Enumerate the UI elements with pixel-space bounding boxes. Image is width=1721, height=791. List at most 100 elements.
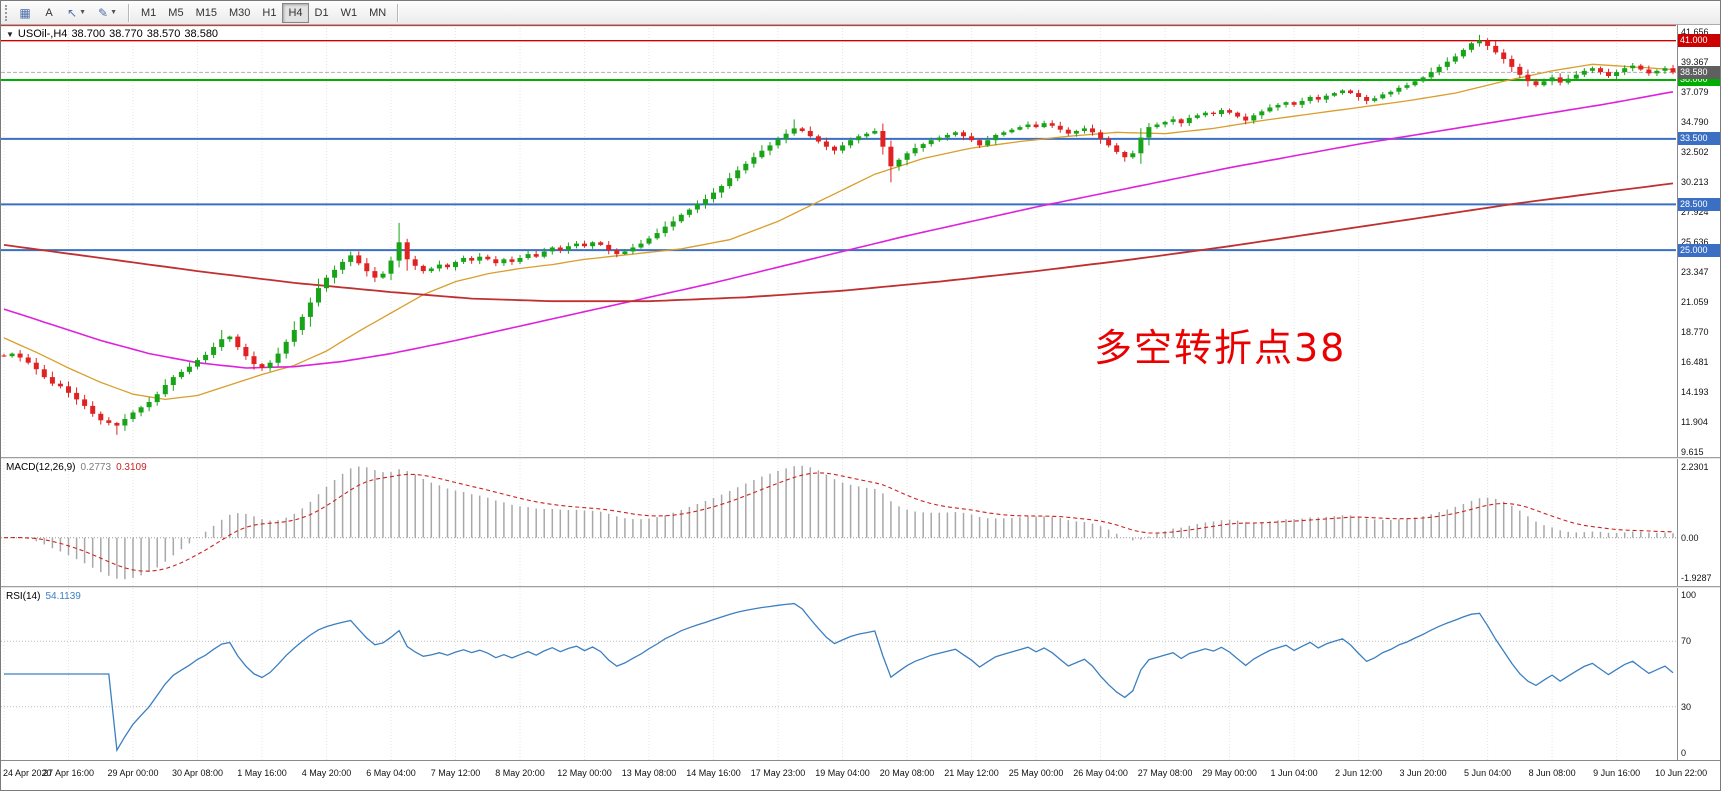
time-axis-label: 4 May 20:00	[301, 768, 352, 778]
time-axis-label: 26 May 04:00	[1073, 768, 1128, 778]
draw-tools-button[interactable]: ✎ ▼	[92, 3, 123, 23]
time-axis-label: 2 Jun 12:00	[1335, 768, 1383, 778]
timeframe-group: M1 M5 M15 M30 H1 H4 D1 W1 MN	[135, 2, 392, 23]
text-label-tool-button[interactable]: A	[37, 3, 61, 23]
time-axis[interactable]: 24 Apr 2020 27 Apr 16:00 29 Apr 00:00 30 Ap…	[1, 760, 1720, 789]
main-chart-pane: ▼ USOil-,H4 38.700 38.770 38.570 38.580 多空转折点…	[1, 25, 1720, 457]
macd-plot[interactable]	[1, 459, 1676, 586]
price-line-badge: 28.500	[1678, 197, 1720, 211]
rsi-tick-label: 100	[1681, 590, 1697, 600]
time-axis-label: 10 Jun 22:00	[1655, 768, 1708, 778]
rsi-tick-label: 70	[1681, 636, 1692, 647]
rsi-tick-label: 0	[1681, 748, 1687, 758]
chevron-down-icon: ▼	[79, 9, 86, 16]
macd-signal-value: 0.3109	[116, 462, 147, 473]
price-tick-label: 11.904	[1681, 416, 1708, 427]
timeframe-w1-button[interactable]: W1	[335, 3, 364, 23]
chevron-down-icon: ▼	[110, 9, 117, 16]
ohlc-low: 38.570	[146, 28, 181, 40]
rsi-plot[interactable]	[1, 588, 1676, 760]
ohlc-close: 38.580	[184, 28, 219, 40]
time-axis-label: 29 Apr 00:00	[107, 768, 159, 778]
time-axis-label: 13 May 08:00	[621, 768, 677, 778]
rsi-label: RSI(14) 54.1139	[6, 591, 86, 602]
macd-main-value: 0.2773	[80, 462, 112, 473]
price-tick-label: 37.079	[1681, 87, 1709, 98]
main-plot[interactable]	[1, 25, 1676, 457]
price-tick-label: 30.213	[1681, 176, 1709, 187]
chart-grid-icon: ▦	[19, 5, 31, 20]
price-tick-label: 25.636	[1681, 236, 1709, 247]
symbol-name: USOil-,H4	[17, 28, 68, 40]
rsi-pane: RSI(14) 54.1139 100 70 30 0	[1, 588, 1720, 760]
toolbar-separator	[128, 3, 130, 22]
time-axis-label: 5 Jun 04:00	[1464, 768, 1512, 778]
macd-axis[interactable]: 2.2301 0.00 -1.9287	[1677, 459, 1720, 586]
macd-name: MACD(12,26,9)	[6, 462, 76, 473]
macd-tick-label: 0.00	[1681, 532, 1699, 543]
price-line-badge: 41.000	[1678, 34, 1720, 48]
time-axis-label: 29 May 00:00	[1202, 768, 1257, 778]
time-axis-label: 20 May 08:00	[879, 768, 935, 778]
time-axis-label: 30 Apr 08:00	[171, 768, 224, 778]
chart-annotation: 多空转折点38	[1094, 326, 1347, 370]
timeframe-m1-button[interactable]: M1	[135, 3, 162, 23]
macd-tick-label: 2.2301	[1681, 462, 1709, 472]
one-click-trading-arrow[interactable]: ▼	[6, 30, 14, 39]
ohlc-open: 38.700	[71, 28, 106, 40]
time-axis-label: 24 Apr 2020	[3, 768, 52, 778]
cursor-tool-button[interactable]: ↖ ▼	[61, 3, 92, 23]
timeframe-h1-button[interactable]: H1	[256, 3, 282, 23]
price-line-badge: 33.500	[1678, 132, 1720, 146]
price-tick-label: 21.059	[1681, 296, 1709, 307]
timeframe-d1-button[interactable]: D1	[309, 3, 335, 23]
price-tick-label: 9.615	[1681, 446, 1704, 457]
price-tick-label: 16.481	[1681, 356, 1709, 367]
time-axis-label: 1 Jun 04:00	[1270, 768, 1318, 778]
rsi-tick-label: 30	[1681, 701, 1692, 712]
time-axis-label: 7 May 12:00	[430, 768, 481, 778]
chart-grid-button[interactable]: ▦	[13, 3, 37, 23]
timeframe-h4-button[interactable]: H4	[282, 2, 309, 23]
bid-price-badge: 38.580	[1678, 65, 1720, 79]
time-axis-label: 9 Jun 16:00	[1593, 768, 1641, 778]
rsi-value: 54.1139	[45, 591, 81, 602]
rsi-axis[interactable]: 100 70 30 0	[1677, 588, 1720, 760]
price-tick-label: 27.924	[1681, 206, 1709, 217]
time-axis-label: 3 Jun 20:00	[1399, 768, 1447, 778]
price-tick-label: 39.367	[1681, 57, 1709, 68]
price-axis[interactable]: 41.656 39.367 37.079 34.790 32.502 30.213 27.9…	[1677, 25, 1720, 457]
time-axis-label: 14 May 16:00	[686, 768, 741, 778]
time-axis-label: 6 May 04:00	[366, 768, 416, 778]
timeframe-m30-button[interactable]: M30	[223, 3, 256, 23]
time-axis-label: 27 Apr 16:00	[42, 768, 95, 778]
pencil-icon: ✎	[98, 5, 109, 20]
macd-label: MACD(12,26,9) 0.2773 0.3109	[6, 462, 152, 473]
time-axis-label: 17 May 23:00	[750, 768, 806, 778]
toolbar: ▦ A ↖ ▼ ✎ ▼ M1 M5 M15 M30 H1 H4 D1 W1 MN	[1, 1, 1720, 25]
time-axis-label: 27 May 08:00	[1137, 768, 1193, 778]
macd-tick-label: -1.9287	[1681, 573, 1712, 583]
timeframe-mn-button[interactable]: MN	[363, 3, 392, 23]
cursor-icon: ↖	[67, 5, 78, 20]
toolbar-grip[interactable]	[5, 4, 9, 21]
ohlc-high: 38.770	[109, 28, 143, 40]
time-axis-label: 1 May 16:00	[237, 768, 287, 778]
timeframe-m5-button[interactable]: M5	[162, 3, 189, 23]
price-tick-label: 23.347	[1681, 266, 1709, 277]
price-tick-label: 34.790	[1681, 117, 1709, 127]
macd-pane: MACD(12,26,9) 0.2773 0.3109 2.2301 0.00 -1.9…	[1, 459, 1720, 586]
timeframe-m15-button[interactable]: M15	[190, 3, 223, 23]
price-tick-label: 14.193	[1681, 386, 1709, 397]
price-tick-label: 32.502	[1681, 146, 1709, 157]
rsi-name: RSI(14)	[6, 591, 41, 602]
time-axis-label: 12 May 00:00	[557, 768, 612, 778]
time-axis-label: 19 May 04:00	[815, 768, 870, 778]
pane-separator[interactable]	[1, 457, 1720, 459]
price-tick-label: 41.656	[1681, 27, 1709, 38]
time-axis-label: 8 May 20:00	[495, 768, 545, 778]
time-axis-label: 25 May 00:00	[1008, 768, 1064, 778]
price-tick-label: 18.770	[1681, 326, 1709, 337]
pane-separator[interactable]	[1, 586, 1720, 588]
